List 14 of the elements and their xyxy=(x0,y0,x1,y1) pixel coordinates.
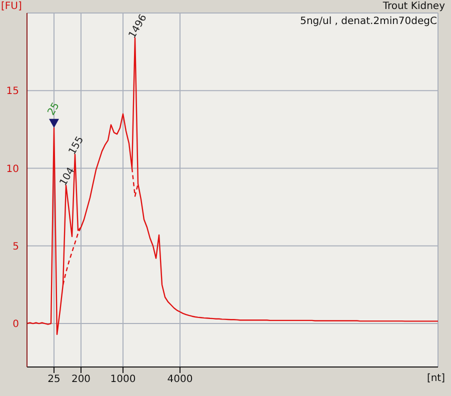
x-axis-title: [nt] xyxy=(426,373,445,384)
line-series xyxy=(27,37,438,335)
y-tick-label: 0 xyxy=(12,319,19,330)
y-axis-title: [FU] xyxy=(1,1,22,12)
annotation: 25 xyxy=(46,100,62,118)
chart-subtitle: 5ng/ul , denat.2min70degC xyxy=(300,16,437,27)
y-tick-label: 5 xyxy=(12,241,19,252)
x-tick-label: 4000 xyxy=(167,374,193,386)
x-tick-label: 1000 xyxy=(110,374,136,386)
x-tick-label: 25 xyxy=(48,374,60,386)
y-tick-label: 15 xyxy=(6,86,19,98)
chart-title: Trout Kidney xyxy=(382,1,445,12)
y-tick-label: 10 xyxy=(6,164,19,175)
x-tick-label: 200 xyxy=(71,374,91,386)
